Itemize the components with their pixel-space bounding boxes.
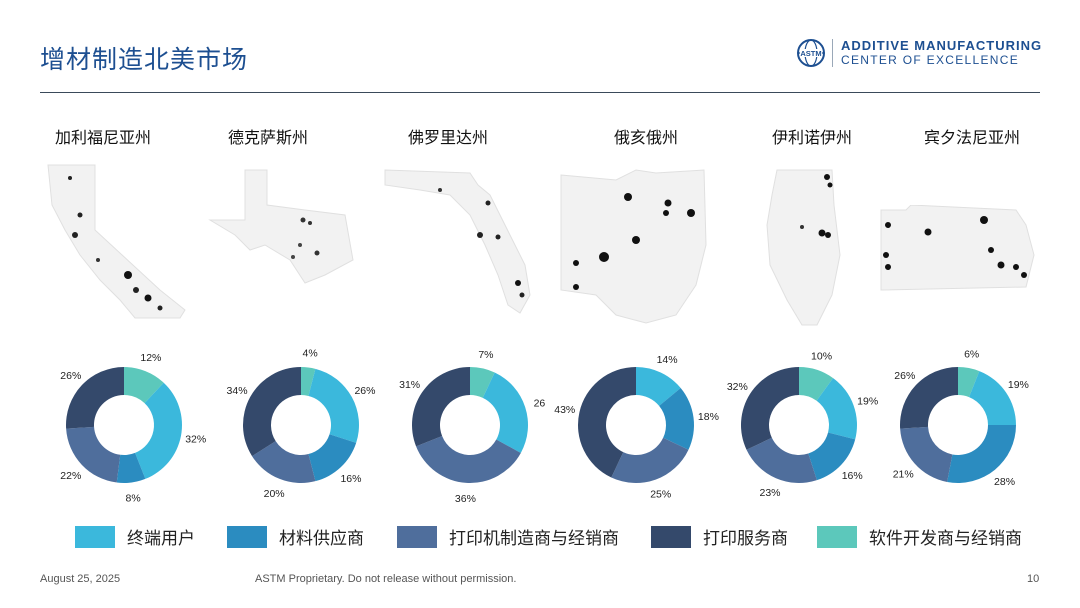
ohio-map (560, 169, 707, 324)
donut-slice (900, 426, 953, 482)
donut-value-label: 22% (60, 470, 81, 482)
donut-value-label: 21% (893, 468, 914, 480)
donut-value-label: 20% (264, 488, 285, 500)
donut-slice (958, 367, 980, 398)
donut-slice (66, 367, 124, 429)
donut-value-label: 4% (303, 348, 318, 360)
donut-value-label: 26% (894, 370, 915, 382)
donut-slice (816, 378, 858, 440)
page-title: 增材制造北美市场 (40, 45, 249, 74)
chart-legend: 终端用户 材料供应商 打印机制造商与经销商 打印服务商 软件开发商与经销商 (0, 524, 1080, 554)
florida-map (384, 169, 531, 314)
legend-item-material-suppliers: 材料供应商 (227, 524, 364, 549)
donut-value-label: 26% (354, 385, 375, 397)
donut-slice (799, 367, 834, 401)
legend-label: 材料供应商 (279, 529, 364, 549)
donut-slice (116, 452, 146, 483)
footer-date: August 25, 2025 (40, 573, 121, 585)
donut-slice (740, 367, 799, 450)
legend-item-software-devs: 软件开发商与经销商 (817, 524, 1022, 549)
donut-slice (611, 437, 689, 483)
donut-slice (124, 367, 164, 404)
donut-value-label: 34% (227, 385, 248, 397)
state-title-california: 加利福尼亚州 (54, 128, 151, 147)
donut-value-label: 16% (340, 473, 361, 485)
donut-slice (308, 434, 357, 482)
state-title-florida: 佛罗里达州 (407, 128, 488, 147)
legend-label: 打印服务商 (703, 529, 788, 549)
donut-charts: 12% 32% 8% 22% 26% 4% 26% 16% 20% 34% 7% 26 36% 31% 14… (60, 348, 1029, 505)
logo-line1: ADDITIVE MANUFACTURING (841, 38, 1043, 53)
legend-swatch (817, 525, 857, 548)
donut-value-label: 19% (1008, 379, 1029, 391)
header-divider (40, 92, 1040, 93)
legend-label: 软件开发商与经销商 (869, 529, 1022, 549)
donut-value-label: 28% (994, 476, 1015, 488)
donut-value-label: 12% (140, 352, 161, 364)
donut-slice (659, 388, 694, 450)
donut-slice (416, 436, 521, 484)
donut-value-label: 32% (185, 434, 206, 446)
donut-slice (900, 367, 958, 429)
donut-value-label: 10% (811, 351, 832, 363)
donut-value-label: 19% (857, 395, 878, 407)
logo-mark-text: ASTM (800, 49, 821, 58)
donut-slice (411, 367, 470, 447)
state-title-texas: 德克萨斯州 (227, 128, 308, 147)
astm-globe-icon: ASTM (797, 39, 825, 67)
legend-item-print-services: 打印服务商 (651, 524, 788, 549)
california-map (47, 164, 186, 319)
donut-slice (577, 367, 636, 478)
donut-value-label: 25% (650, 489, 671, 501)
legend-swatch (651, 525, 691, 548)
donut-slice (808, 432, 856, 481)
donut-value-label: 31% (399, 379, 420, 391)
state-title-ohio: 俄亥俄州 (613, 128, 678, 147)
donut-slice (482, 372, 528, 453)
donut-slice (243, 367, 301, 457)
footer-notice: ASTM Proprietary. Do not release without… (255, 573, 517, 585)
state-title-pennsylvania: 宾夕法尼亚州 (923, 128, 1020, 147)
donut-slice (301, 367, 316, 396)
donut-value-label: 43% (554, 404, 575, 416)
donut-value-label: 26% (60, 370, 81, 382)
donut-value-label: 23% (760, 487, 781, 499)
donut-slice (66, 426, 121, 483)
donut-slice (636, 367, 681, 406)
legend-label: 打印机制造商与经销商 (449, 529, 619, 549)
astm-logo: ASTM ADDITIVE MANUFACTURING CENTER OF EX… (796, 38, 1042, 68)
legend-swatch (397, 525, 437, 548)
logo-separator (832, 39, 833, 67)
legend-item-printer-makers: 打印机制造商与经销商 (397, 524, 619, 549)
donut-value-label: 32% (727, 381, 748, 393)
donut-value-label: 7% (478, 349, 493, 361)
donut-slice (746, 437, 817, 483)
donut-slice (969, 371, 1016, 425)
legend-swatch (75, 525, 115, 548)
illinois-map (766, 169, 841, 326)
donut-value-label: 8% (126, 492, 141, 504)
footer-page-number: 10 (1027, 573, 1040, 585)
state-title-illinois: 伊利诺伊州 (771, 128, 852, 147)
donut-value-label: 6% (964, 348, 979, 360)
donut-slice (308, 368, 359, 443)
legend-label: 终端用户 (127, 529, 195, 549)
logo-text: ADDITIVE MANUFACTURING CENTER OF EXCELLE… (841, 38, 1042, 68)
logo-line2: CENTER OF EXCELLENCE (841, 53, 1020, 67)
texas-map (208, 169, 354, 284)
legend-swatch (227, 525, 267, 548)
legend-item-end-users: 终端用户 (75, 524, 195, 549)
pennsylvania-map (880, 205, 1035, 291)
donut-value-label: 36% (455, 493, 476, 505)
donut-value-label: 14% (657, 354, 678, 366)
donut-value-label: 16% (842, 470, 863, 482)
donut-slice (947, 425, 1016, 483)
donut-slice (470, 367, 495, 398)
donut-value-label: 26 (534, 397, 546, 409)
donut-slice (252, 441, 316, 483)
donut-slice (135, 382, 183, 479)
donut-value-label: 18% (698, 411, 719, 423)
